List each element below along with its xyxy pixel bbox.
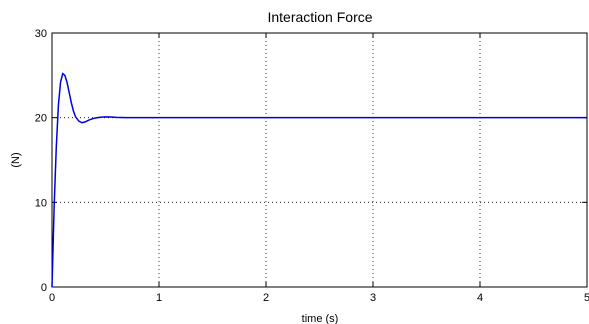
x-tick-label: 2: [263, 292, 269, 304]
chart-title: Interaction Force: [267, 9, 372, 25]
x-tick-label: 0: [49, 292, 55, 304]
x-tick-label: 4: [477, 292, 483, 304]
force-series-line: [51, 72, 587, 288]
y-tick-label: 20: [35, 113, 47, 125]
axis-ticks: 0 1 2 3 4 5 0 10 20 30: [35, 28, 589, 304]
y-axis-label: (N): [10, 152, 22, 167]
x-tick-label: 5: [584, 292, 589, 304]
y-tick-label: 10: [35, 197, 47, 209]
y-tick-label: 30: [35, 28, 47, 40]
x-axis-label: time (s): [302, 313, 339, 324]
x-tick-label: 3: [370, 292, 376, 304]
x-tick-label: 1: [156, 292, 162, 304]
grid: [52, 33, 587, 287]
series-layer: [51, 72, 587, 288]
plot-frame: [51, 32, 588, 288]
y-tick-label: 0: [41, 282, 47, 294]
